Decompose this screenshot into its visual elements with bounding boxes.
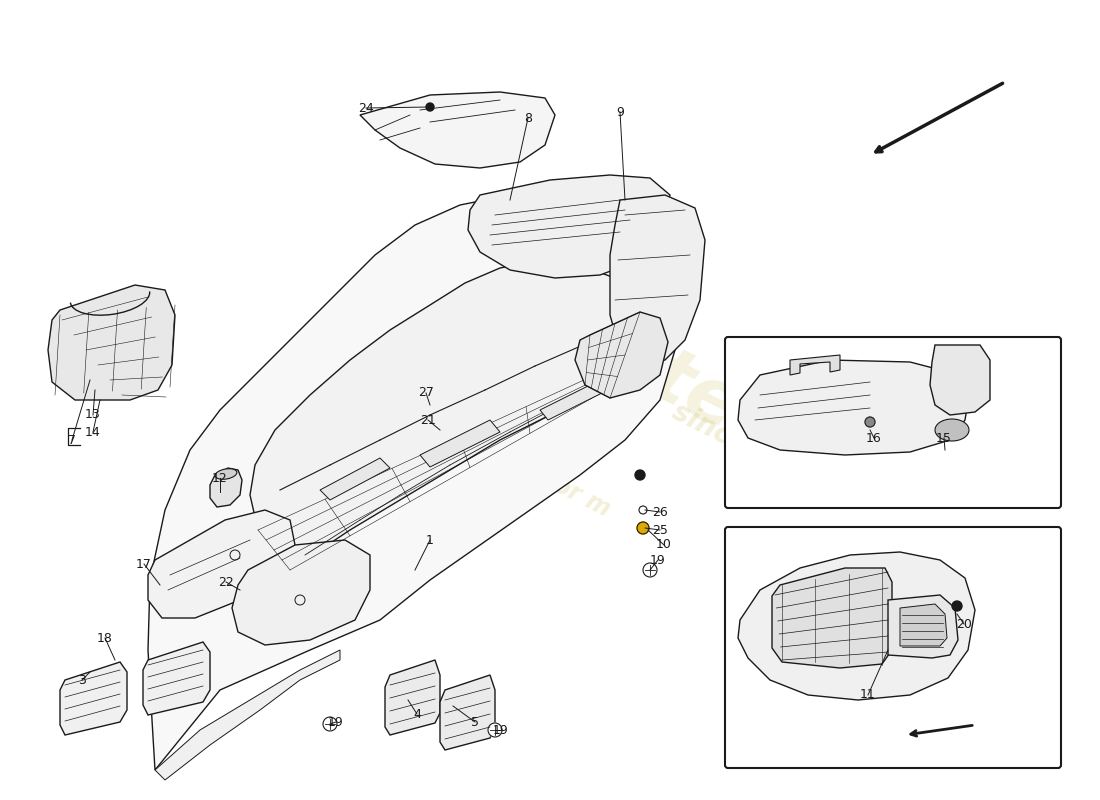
Polygon shape bbox=[360, 92, 556, 168]
Ellipse shape bbox=[216, 469, 236, 479]
Text: 18: 18 bbox=[97, 631, 113, 645]
FancyBboxPatch shape bbox=[725, 527, 1062, 768]
Polygon shape bbox=[468, 175, 670, 278]
Polygon shape bbox=[320, 458, 390, 500]
Text: 4: 4 bbox=[414, 707, 421, 721]
Text: 19: 19 bbox=[493, 723, 509, 737]
Circle shape bbox=[865, 417, 874, 427]
Circle shape bbox=[323, 717, 337, 731]
Polygon shape bbox=[930, 345, 990, 415]
Ellipse shape bbox=[935, 419, 969, 441]
Polygon shape bbox=[148, 195, 675, 770]
Text: since 1985: since 1985 bbox=[667, 398, 829, 498]
Text: 15: 15 bbox=[936, 431, 952, 445]
Text: 20: 20 bbox=[956, 618, 972, 630]
Polygon shape bbox=[772, 568, 892, 668]
Polygon shape bbox=[738, 360, 970, 455]
Polygon shape bbox=[540, 375, 618, 420]
Text: 14: 14 bbox=[85, 426, 101, 438]
Polygon shape bbox=[900, 604, 947, 646]
Polygon shape bbox=[210, 468, 242, 507]
Circle shape bbox=[644, 563, 657, 577]
Text: 16: 16 bbox=[866, 431, 882, 445]
Text: 13: 13 bbox=[85, 409, 101, 422]
Polygon shape bbox=[385, 660, 440, 735]
Text: 8: 8 bbox=[524, 111, 532, 125]
Polygon shape bbox=[250, 260, 660, 570]
Text: 9: 9 bbox=[616, 106, 624, 118]
Text: 27: 27 bbox=[418, 386, 433, 399]
Circle shape bbox=[635, 470, 645, 480]
Text: 21: 21 bbox=[420, 414, 436, 426]
Polygon shape bbox=[420, 420, 500, 467]
Circle shape bbox=[637, 522, 649, 534]
Circle shape bbox=[488, 723, 502, 737]
Polygon shape bbox=[143, 642, 210, 715]
Text: 22: 22 bbox=[218, 575, 234, 589]
Polygon shape bbox=[232, 540, 370, 645]
Polygon shape bbox=[155, 650, 340, 780]
Text: 1: 1 bbox=[426, 534, 433, 546]
Polygon shape bbox=[148, 510, 295, 618]
Text: 7: 7 bbox=[68, 434, 76, 446]
Polygon shape bbox=[888, 595, 958, 658]
Text: 26: 26 bbox=[652, 506, 668, 518]
Circle shape bbox=[952, 601, 962, 611]
Polygon shape bbox=[575, 312, 668, 398]
Text: 24: 24 bbox=[359, 102, 374, 114]
Text: 12: 12 bbox=[212, 471, 228, 485]
Text: 19: 19 bbox=[328, 715, 344, 729]
Text: 17: 17 bbox=[136, 558, 152, 570]
Text: partstes: partstes bbox=[439, 238, 793, 466]
Text: 10: 10 bbox=[656, 538, 672, 551]
Polygon shape bbox=[738, 552, 975, 700]
Polygon shape bbox=[610, 195, 705, 365]
Polygon shape bbox=[48, 285, 175, 400]
Polygon shape bbox=[440, 675, 495, 750]
Text: 11: 11 bbox=[860, 689, 876, 702]
Text: 3: 3 bbox=[78, 674, 86, 686]
Circle shape bbox=[426, 103, 434, 111]
Text: 5: 5 bbox=[471, 715, 478, 729]
Polygon shape bbox=[60, 662, 126, 735]
Text: 25: 25 bbox=[652, 523, 668, 537]
Polygon shape bbox=[790, 355, 840, 375]
FancyBboxPatch shape bbox=[725, 337, 1062, 508]
Text: a passion for m: a passion for m bbox=[420, 406, 614, 522]
Text: 19: 19 bbox=[650, 554, 666, 566]
